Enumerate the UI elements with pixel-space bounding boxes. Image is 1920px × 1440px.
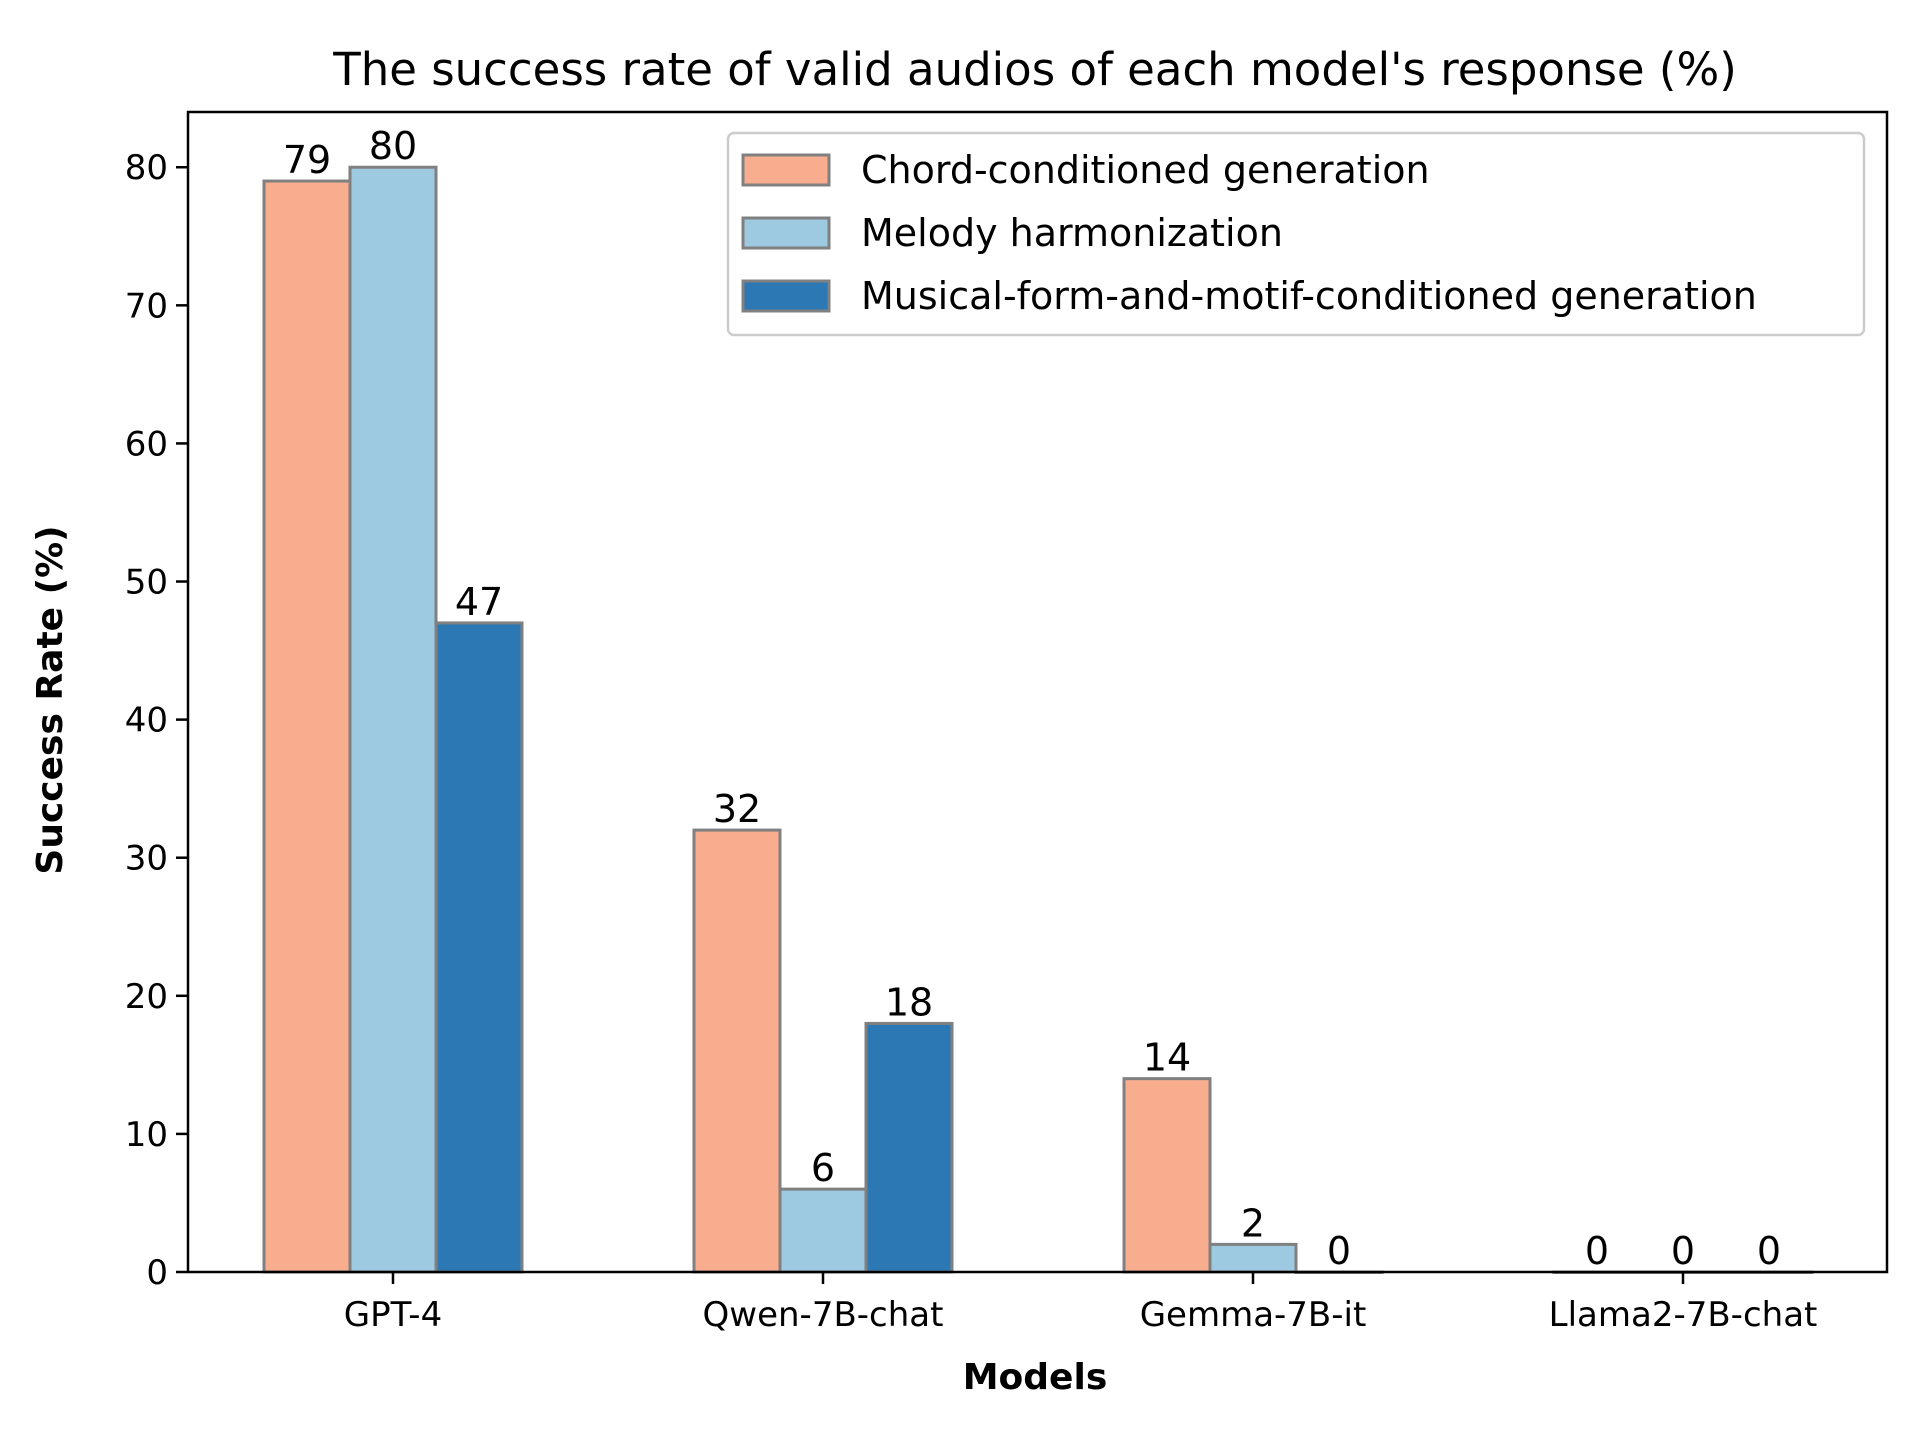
bars-layer — [262, 165, 1814, 1274]
bar-gpt-4-series-3 — [434, 621, 524, 1274]
bar-gemma-7b-it-series-2 — [1208, 1242, 1298, 1274]
bar-gemma-7b-it-series-1 — [1122, 1077, 1212, 1274]
x-axis-title: Models — [963, 1357, 1108, 1398]
bar-labels-layer: 79 80 47 32 6 18 14 2 0 0 0 0 — [283, 124, 1781, 1273]
legend-swatch — [741, 279, 831, 313]
bar-value-label: 47 — [455, 580, 503, 624]
legend-swatch — [741, 216, 831, 250]
bar-value-label: 0 — [1671, 1229, 1695, 1273]
bar-qwen-7b-chat-series-1 — [692, 828, 782, 1274]
x-tick-label: Qwen-7B-chat — [703, 1295, 944, 1335]
bar-value-label: 80 — [369, 124, 417, 168]
bar-qwen-7b-chat-series-3 — [864, 1021, 954, 1274]
legend-label: Chord-conditioned generation — [861, 148, 1430, 192]
bar-value-label: 32 — [713, 787, 761, 831]
bar-gpt-4-series-1 — [262, 179, 352, 1274]
bar-value-label: 18 — [885, 980, 933, 1024]
bar-value-label: 2 — [1241, 1201, 1265, 1245]
y-tick-label: 50 — [125, 563, 168, 603]
bar-value-label: 0 — [1757, 1229, 1781, 1273]
legend: Chord-conditioned generation Melody harmo… — [726, 131, 1866, 337]
bar-value-label: 6 — [811, 1146, 835, 1190]
bar-value-label: 0 — [1327, 1229, 1351, 1273]
y-tick-label: 70 — [125, 286, 168, 326]
bar-value-label: 79 — [283, 138, 331, 182]
y-tick-label: 80 — [125, 148, 168, 188]
legend-label: Melody harmonization — [861, 211, 1283, 255]
x-tick-label: GPT-4 — [344, 1295, 442, 1335]
bar-gpt-4-series-2 — [348, 165, 438, 1274]
y-tick-label: 20 — [125, 977, 168, 1017]
legend-swatch — [741, 153, 831, 187]
bar-value-label: 0 — [1585, 1229, 1609, 1273]
y-tick-label: 40 — [125, 701, 168, 741]
y-tick-label: 0 — [146, 1253, 168, 1293]
bar-value-label: 14 — [1143, 1036, 1191, 1080]
plot-frame — [186, 110, 1889, 1274]
y-tick-label: 10 — [125, 1115, 168, 1155]
y-tick-label: 60 — [125, 424, 168, 464]
x-tick-label: Gemma-7B-it — [1140, 1295, 1367, 1335]
y-tick-label: 30 — [125, 839, 168, 879]
y-axis-title: Success Rate (%) — [30, 525, 71, 874]
bar-qwen-7b-chat-series-2 — [778, 1187, 868, 1274]
chart-title: The success rate of valid audios of each… — [332, 43, 1737, 96]
x-tick-label: Llama2-7B-chat — [1549, 1295, 1818, 1335]
legend-label: Musical-form-and-motif-conditioned gener… — [861, 274, 1757, 318]
legend-box — [726, 131, 1866, 337]
